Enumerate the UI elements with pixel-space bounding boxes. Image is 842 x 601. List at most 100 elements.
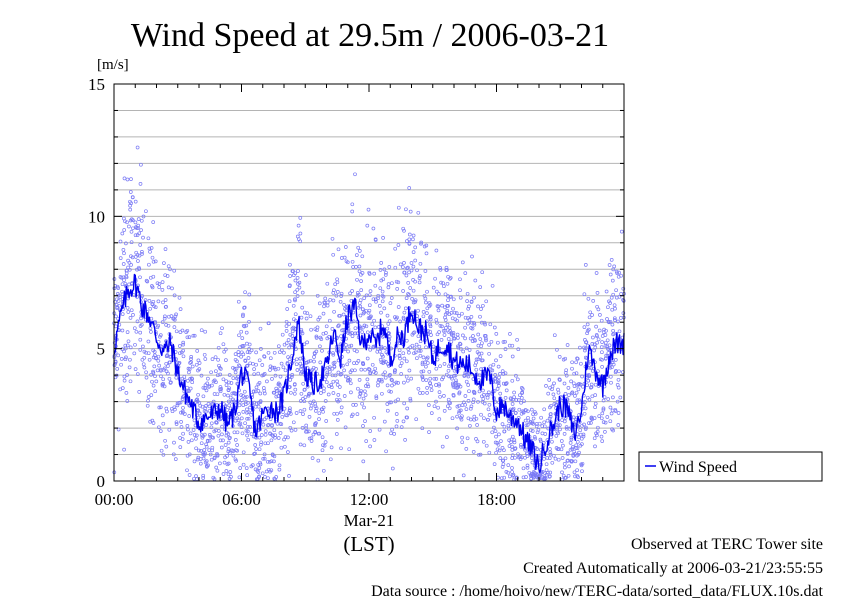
- sample-point: [461, 333, 465, 338]
- sample-point: [220, 326, 224, 331]
- sample-point: [150, 379, 154, 384]
- sample-point: [245, 416, 249, 421]
- sample-point: [231, 397, 235, 402]
- sample-point: [411, 250, 416, 254]
- sample-point: [371, 226, 376, 231]
- sample-point: [214, 369, 218, 374]
- sample-point: [466, 399, 471, 403]
- sample-point: [283, 368, 288, 373]
- sample-point: [439, 338, 444, 342]
- sample-point: [286, 435, 290, 440]
- sample-point: [421, 310, 426, 314]
- sample-point: [319, 407, 324, 412]
- sample-point: [344, 259, 349, 264]
- sample-point: [316, 317, 321, 322]
- sample-point: [295, 287, 300, 292]
- sample-point: [433, 276, 437, 281]
- sample-point: [568, 441, 573, 445]
- sample-point: [118, 295, 123, 300]
- sample-point: [471, 389, 476, 394]
- sample-point: [185, 424, 190, 428]
- date-label: Mar-21: [344, 511, 395, 530]
- sample-point: [338, 372, 343, 377]
- sample-point: [555, 347, 559, 352]
- sample-point: [218, 367, 223, 371]
- sample-point: [486, 407, 491, 412]
- sample-point: [203, 460, 208, 465]
- sample-point: [538, 439, 543, 444]
- sample-point: [484, 299, 489, 304]
- sample-point: [164, 354, 169, 359]
- sample-point: [130, 195, 135, 199]
- sample-point: [381, 294, 386, 299]
- sample-point: [306, 359, 311, 364]
- sample-point: [482, 416, 486, 421]
- sample-point: [463, 271, 468, 275]
- sample-point: [588, 310, 593, 315]
- sample-point: [325, 300, 330, 305]
- sample-point: [415, 356, 419, 361]
- sample-point: [273, 373, 278, 378]
- sample-point: [405, 239, 409, 243]
- sample-point: [410, 297, 414, 301]
- sample-point: [342, 368, 346, 373]
- sample-point: [416, 210, 421, 215]
- sample-point: [257, 447, 262, 452]
- sample-point: [530, 460, 535, 465]
- sample-point: [376, 296, 380, 301]
- sample-point: [535, 430, 540, 435]
- sample-point: [242, 389, 247, 394]
- sample-point: [370, 362, 375, 367]
- sample-point: [279, 348, 284, 353]
- sample-point: [565, 450, 570, 455]
- sample-point: [294, 362, 299, 367]
- sample-point: [555, 429, 560, 434]
- sample-point: [293, 428, 298, 432]
- sample-point: [368, 289, 373, 293]
- sample-point: [371, 297, 376, 302]
- sample-point: [245, 341, 249, 346]
- sample-point: [460, 440, 465, 445]
- sample-point: [600, 357, 604, 362]
- sample-point: [233, 438, 238, 442]
- sample-point: [339, 294, 344, 298]
- sample-point: [293, 312, 298, 317]
- sample-point: [220, 424, 224, 429]
- sample-point: [577, 382, 582, 386]
- sample-point: [332, 411, 337, 416]
- sample-point: [298, 356, 303, 361]
- sample-point: [239, 425, 244, 430]
- sample-point: [347, 447, 352, 452]
- sample-point: [245, 364, 249, 368]
- sample-point: [276, 344, 281, 349]
- sample-point: [328, 457, 333, 462]
- sample-point: [544, 384, 548, 388]
- sample-point: [119, 357, 124, 361]
- sample-point: [128, 218, 133, 223]
- sample-point: [339, 334, 343, 339]
- sample-point: [451, 331, 456, 335]
- sample-point: [484, 443, 489, 448]
- sample-point: [246, 416, 251, 421]
- sample-point: [291, 273, 296, 278]
- sample-point: [263, 429, 268, 433]
- sample-point: [404, 374, 409, 379]
- sample-point: [576, 452, 581, 457]
- sample-point: [497, 432, 501, 437]
- sample-point: [515, 377, 520, 382]
- sample-point: [450, 416, 455, 421]
- sample-point: [606, 305, 610, 310]
- sample-point: [585, 331, 589, 336]
- sample-point: [484, 338, 488, 343]
- sample-point: [478, 355, 482, 360]
- sample-point: [396, 305, 401, 309]
- sample-point: [338, 299, 343, 304]
- sample-point: [540, 424, 545, 428]
- sample-point: [386, 282, 391, 286]
- sample-point: [309, 327, 313, 332]
- sample-point: [227, 380, 231, 385]
- sample-point: [510, 354, 515, 359]
- sample-point: [454, 380, 459, 385]
- sample-point: [570, 360, 574, 365]
- sample-point: [233, 457, 238, 462]
